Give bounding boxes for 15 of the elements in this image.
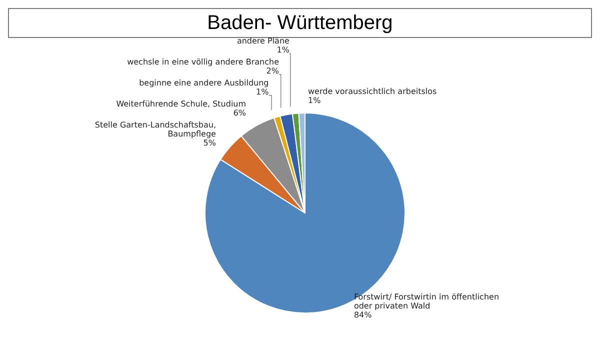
slice-label: Weiterführende Schule, Studium	[116, 99, 246, 108]
data-label: 1%	[276, 45, 290, 54]
data-label: 1%	[256, 87, 270, 96]
data-label: 2%	[266, 66, 280, 76]
slice-label: beginne eine andere Ausbildung	[139, 78, 269, 88]
slice-label: andere Pläne	[236, 36, 290, 46]
data-label: 5%	[203, 138, 216, 148]
slice-label: Forstwirt/ Forstwirtin im öffentlichen oder privaten Wald	[354, 292, 500, 311]
data-label: 84%	[354, 310, 372, 320]
slice-label: Stelle Garten-Landschaftsbau, Baumpflege	[94, 120, 216, 138]
chart-title: Baden- Württemberg	[8, 8, 592, 38]
data-label: 1%	[308, 96, 322, 106]
data-label: 6%	[233, 108, 246, 118]
slice-label: wechsle in eine völlig andere Branche	[127, 57, 280, 66]
slice-label: werde voraussichtlich arbeitslos	[308, 87, 437, 96]
